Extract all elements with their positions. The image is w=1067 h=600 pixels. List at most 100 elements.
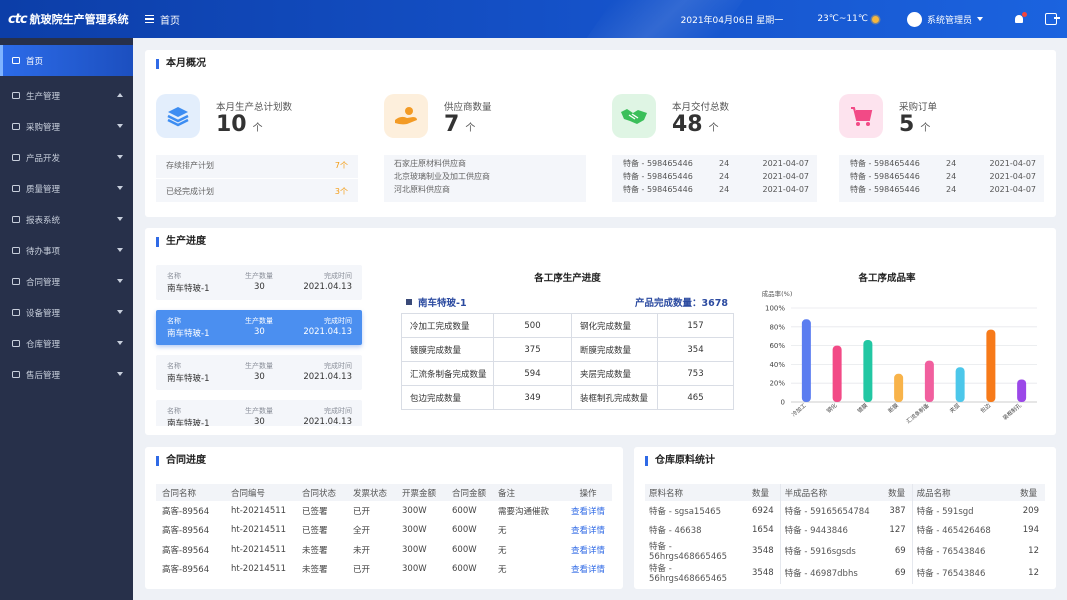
- sidebar-item-contract[interactable]: 合同管理: [0, 266, 133, 297]
- warehouse-card: 仓库原料统计 原料名称 数量 半成品名称 数量 成品名称 数量 特备 - sgs…: [634, 447, 1056, 589]
- chevron-down-icon[interactable]: [117, 124, 123, 128]
- sidebar-item-product-dev[interactable]: 产品开发: [0, 142, 133, 173]
- sidebar-item-home[interactable]: 首页: [0, 45, 133, 76]
- sidebar-item-warehouse[interactable]: 仓库管理: [0, 328, 133, 359]
- list-item: 特备 - 598465446 24 2021-04-07: [839, 183, 1044, 196]
- list-item-selected[interactable]: 名称 生产数量 完成时间 南车特玻-1 30 2021.04.13: [156, 310, 362, 345]
- table-row: 高客-89564 ht-20214511 未签署 已开 300W 600W 无 查看详情: [156, 560, 612, 580]
- sidebar-item-reports[interactable]: 报表系统: [0, 204, 133, 235]
- table-cell: ht-20214511: [231, 544, 287, 555]
- table-cell: 69: [894, 546, 906, 556]
- chevron-down-icon[interactable]: [117, 372, 123, 376]
- logo-mark: ctc: [8, 11, 28, 27]
- overview-card: 本月概况 本月生产总计划数 10 个 存续排产计划 7个 已经完成计划 3个 供应商数…: [145, 50, 1056, 217]
- sidebar-item-todo[interactable]: 待办事项: [0, 235, 133, 266]
- table-cell: 已开: [353, 565, 371, 576]
- user-menu[interactable]: 系统管理员: [906, 11, 983, 27]
- chevron-down-icon[interactable]: [977, 17, 983, 21]
- table-cell: 特备 - 59165654784: [779, 501, 885, 521]
- stat-label: 本月生产总计划数: [216, 102, 293, 113]
- table-cell: 300W: [402, 505, 427, 516]
- table-cell: 镀膜完成数量: [401, 337, 494, 362]
- process-product: 南车特玻-1: [406, 295, 467, 309]
- contract-icon: [12, 278, 20, 285]
- table-cell: 高客-89564: [162, 506, 210, 517]
- avatar[interactable]: [906, 11, 922, 27]
- stat-number: 48: [672, 112, 703, 137]
- chevron-down-icon[interactable]: [117, 248, 123, 252]
- app-logo[interactable]: ctc 航玻院生产管理系统: [0, 11, 133, 27]
- bar: [801, 319, 811, 402]
- table-cell: 全开: [353, 526, 371, 537]
- logout-icon[interactable]: [1045, 13, 1060, 25]
- chevron-down-icon[interactable]: [117, 155, 123, 159]
- view-details-link[interactable]: 查看详情: [570, 526, 605, 537]
- list-item[interactable]: 名称 生产数量 完成时间 南车特玻-1 30 2021.04.13: [156, 400, 362, 426]
- table-row: 特备 - 56hrgs468665465 3548 特备 - 46987dbhs 69…: [645, 562, 1045, 584]
- item-qty: 30: [254, 327, 265, 337]
- col-header: 数量: [884, 484, 913, 501]
- col-header-name: 名称: [167, 272, 181, 280]
- item-time: 2021.04.13: [303, 327, 352, 337]
- header-right: 2021年04月06日 星期一 23℃~11℃ 系统管理员: [681, 0, 1067, 38]
- table-cell: 194: [1022, 525, 1039, 536]
- todo-icon: [12, 247, 20, 254]
- table-cell: 特备 - 465426468: [911, 520, 1017, 540]
- col-header-time: 完成时间: [324, 272, 352, 280]
- table-cell: 1654: [752, 525, 774, 536]
- view-details-link[interactable]: 查看详情: [570, 545, 605, 556]
- table-cell: 未签署: [302, 565, 328, 576]
- y-tick-label: 20%: [769, 380, 785, 388]
- item-date: 2021-04-07: [989, 172, 1037, 181]
- progress-list[interactable]: 名称 生产数量 完成时间 南车特玻-1 30 2021.04.13 名称 生产数…: [145, 228, 375, 426]
- chevron-down-icon[interactable]: [117, 341, 123, 345]
- layers-icon: [156, 94, 200, 138]
- item-qty: 24: [719, 185, 730, 194]
- stat-unit: 个: [252, 123, 263, 134]
- table-cell: 高客-89564: [162, 526, 210, 537]
- list-item[interactable]: 名称 生产数量 完成时间 南车特玻-1 30 2021.04.13: [156, 355, 362, 390]
- view-details-link[interactable]: 查看详情: [570, 565, 605, 576]
- sidebar-item-label: 售后管理: [26, 370, 61, 381]
- chevron-down-icon[interactable]: [117, 310, 123, 314]
- cart-icon: [12, 123, 20, 130]
- item-time: 2021.04.13: [303, 372, 352, 382]
- table-cell: 600W: [452, 505, 477, 516]
- bell-icon[interactable]: [1013, 12, 1027, 25]
- chevron-down-icon[interactable]: [117, 186, 123, 190]
- item-qty: 30: [254, 372, 265, 382]
- table-row: 特备 - sgsa15465 6924 特备 - 59165654784 387 特备 …: [645, 501, 1045, 521]
- table-cell: 300W: [402, 564, 427, 575]
- home-icon: [12, 57, 20, 64]
- list-item: 存续排产计划 7个: [156, 159, 358, 172]
- sidebar-item-label: 仓库管理: [26, 339, 61, 350]
- col-header: 合同状态: [296, 484, 347, 501]
- y-tick-label: 0: [781, 399, 785, 407]
- bar: [1017, 379, 1027, 402]
- chevron-down-icon[interactable]: [117, 217, 123, 221]
- sidebar-item-purchase[interactable]: 采购管理: [0, 111, 133, 142]
- sidebar-item-production[interactable]: 生产管理: [0, 80, 133, 111]
- list-item[interactable]: 名称 生产数量 完成时间 南车特玻-1 30 2021.04.13: [156, 265, 362, 300]
- sidebar-item-quality[interactable]: 质量管理: [0, 173, 133, 204]
- sidebar-item-service[interactable]: 售后管理: [0, 359, 133, 390]
- chevron-up-icon[interactable]: [117, 93, 123, 97]
- chevron-down-icon[interactable]: [117, 279, 123, 283]
- table-cell: 300W: [402, 544, 427, 555]
- stat-number: 10: [216, 112, 247, 137]
- table-cell: 600W: [452, 564, 477, 575]
- sidebar: 首页 生产管理 采购管理 产品开发 质量管理 报表系统 待办事项 合同管理 设备…: [0, 38, 133, 600]
- table-cell: 特备 - 76543846: [911, 562, 1017, 584]
- item-date: 2021-04-07: [762, 172, 810, 181]
- sidebar-item-equipment[interactable]: 设备管理: [0, 297, 133, 328]
- col-header: 原料名称: [645, 484, 748, 501]
- home-nav[interactable]: 首页: [145, 12, 180, 27]
- table-cell: 包边完成数量: [401, 385, 494, 410]
- col-header-qty: 生产数量: [245, 317, 273, 325]
- menu-icon[interactable]: [145, 13, 154, 26]
- view-details-link[interactable]: 查看详情: [570, 506, 605, 517]
- divider: [156, 178, 358, 179]
- sun-icon: [871, 15, 879, 23]
- item-qty: 24: [719, 159, 730, 168]
